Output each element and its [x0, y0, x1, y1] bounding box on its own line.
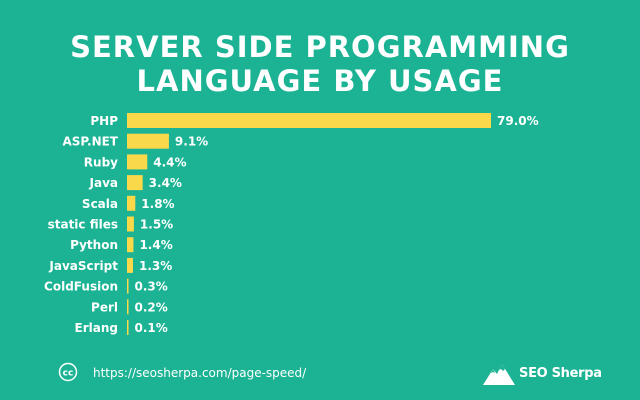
- category-label: static files: [48, 218, 118, 232]
- chart-title-line1: SERVER SIDE PROGRAMMING: [70, 30, 570, 64]
- value-label: 9.1%: [175, 135, 208, 149]
- brand-name: SEO Sherpa: [519, 365, 602, 381]
- value-label: 3.4%: [149, 176, 182, 190]
- value-label: 1.5%: [140, 218, 173, 232]
- bar-asp-net: [127, 133, 169, 149]
- value-label: 1.3%: [139, 259, 172, 273]
- category-label: Ruby: [84, 155, 118, 169]
- category-label: Erlang: [75, 321, 118, 335]
- bar-perl: [127, 299, 129, 315]
- bar-erlang: [127, 320, 129, 335]
- cc-icon: cc: [58, 362, 78, 382]
- category-label: ColdFusion: [44, 280, 118, 294]
- bar-python: [127, 237, 134, 253]
- category-label: Scala: [82, 197, 118, 211]
- value-label: 4.4%: [153, 155, 186, 169]
- bar-static-files: [127, 216, 134, 232]
- category-label: JavaScript: [48, 259, 118, 273]
- value-label: 1.8%: [141, 197, 174, 211]
- value-label: 79.0%: [497, 114, 539, 128]
- category-label: PHP: [90, 114, 118, 128]
- brand-logo: SEO Sherpa: [482, 360, 602, 386]
- bar-chart: PHP 79.0% ASP.NET 9.1% Ruby 4.4% Java 3.4% Scala…: [44, 113, 539, 335]
- value-label: 0.2%: [135, 300, 168, 314]
- bar-javascript: [127, 257, 133, 273]
- value-label: 0.3%: [135, 280, 168, 294]
- source-url[interactable]: https://seosherpa.com/page-speed/: [93, 366, 307, 380]
- bar-ruby: [127, 154, 148, 170]
- category-label: Java: [89, 176, 118, 190]
- bar-php: [127, 113, 491, 128]
- bar-scala: [127, 195, 136, 211]
- category-label: ASP.NET: [62, 135, 118, 149]
- cc-icon-text: cc: [63, 368, 74, 378]
- category-label: Python: [70, 238, 118, 252]
- value-label: 0.1%: [135, 321, 168, 335]
- mountain-logo-icon: [483, 364, 515, 385]
- value-label: 1.4%: [139, 238, 172, 252]
- chart-title: SERVER SIDE PROGRAMMING LANGUAGE BY USAG…: [0, 30, 640, 98]
- category-label: Perl: [91, 300, 118, 314]
- bar-coldfusion: [127, 278, 129, 294]
- bar-java: [127, 175, 143, 191]
- chart-title-line2: LANGUAGE BY USAGE: [136, 64, 504, 98]
